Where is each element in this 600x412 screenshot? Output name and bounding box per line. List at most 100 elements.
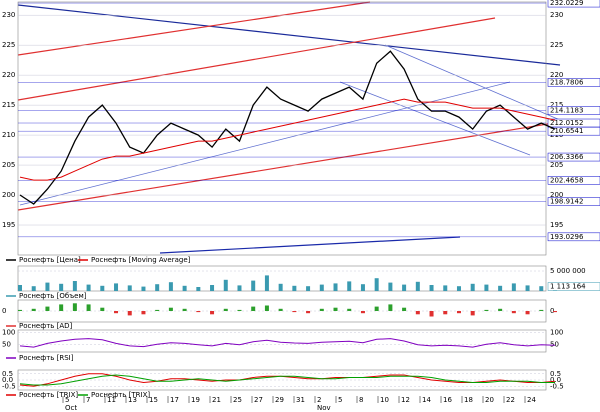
bar — [470, 311, 475, 316]
bar — [86, 284, 91, 291]
bar — [141, 311, 146, 315]
bar — [443, 285, 448, 291]
bar — [415, 311, 420, 315]
x-tick-label: 19 — [191, 396, 200, 404]
bar — [347, 308, 352, 311]
series-line — [19, 50, 556, 205]
bar — [196, 311, 201, 313]
y-tick-label: 210 — [2, 131, 15, 139]
legend-label: Роснефть [Цена] — [19, 256, 81, 264]
x-tick-label: 7 — [86, 396, 90, 404]
level-box — [547, 126, 600, 136]
bar — [484, 309, 489, 311]
x-tick-label: 20 — [485, 396, 494, 404]
bar — [45, 282, 50, 291]
bar — [278, 308, 283, 311]
y-tick-label: 195 — [2, 221, 15, 229]
bar — [155, 309, 160, 311]
x-tick-label: 10 — [380, 396, 389, 404]
bar — [525, 311, 530, 315]
bar — [333, 283, 338, 291]
bar — [31, 308, 36, 311]
bar — [539, 309, 544, 311]
x-tick-label: 12 — [401, 396, 410, 404]
bar — [100, 285, 105, 291]
y-tick-label: 220 — [550, 71, 563, 79]
bar — [100, 307, 105, 311]
bar — [72, 281, 77, 291]
bar — [223, 279, 228, 291]
level-box — [547, 78, 600, 87]
bar — [456, 311, 461, 314]
bar — [264, 275, 269, 291]
level-label: 198.9142 — [550, 198, 583, 206]
y-tick-label: 230 — [2, 11, 15, 19]
y-tick-label: 225 — [2, 41, 15, 49]
trend-lines — [17, 1, 561, 254]
bar — [553, 311, 557, 313]
level-label: 206.3366 — [550, 153, 584, 161]
level-box — [547, 176, 600, 185]
bar — [470, 283, 475, 291]
series-line — [19, 374, 555, 386]
level-box — [547, 0, 600, 8]
bar — [251, 280, 256, 291]
bar — [292, 285, 297, 291]
level-box — [547, 197, 600, 206]
bar — [31, 286, 36, 291]
x-tick-label: 15 — [149, 396, 158, 404]
panel-frame — [17, 329, 547, 353]
legend-label: Роснефть [TRIX] — [19, 391, 78, 399]
bar — [306, 286, 311, 291]
month-label: Nov — [317, 404, 331, 412]
trend-line — [17, 1, 371, 56]
x-tick-label: 18 — [464, 396, 473, 404]
bar — [278, 283, 283, 291]
y-tick-label: 225 — [550, 41, 563, 49]
x-tick-label: 27 — [254, 396, 263, 404]
y-tick-label: 195 — [550, 221, 563, 229]
bar — [223, 308, 228, 311]
bar — [498, 285, 503, 291]
level-label: 202.4658 — [550, 176, 583, 184]
x-tick-label: 17 — [170, 396, 179, 404]
bar — [347, 281, 352, 291]
y-tick-label: 50 — [2, 341, 11, 349]
bar — [237, 285, 242, 291]
bar — [59, 283, 64, 291]
bar — [388, 282, 393, 291]
level-box — [547, 106, 600, 115]
y-tick-label: 0 — [550, 307, 554, 315]
bar — [292, 311, 297, 313]
x-tick-label: 5 — [65, 396, 69, 404]
bar — [127, 285, 132, 291]
bar — [237, 309, 242, 311]
y-tick-label: 200 — [2, 191, 15, 199]
level-box — [547, 232, 600, 242]
x-tick-label: 16 — [443, 396, 452, 404]
y-tick-label: 205 — [2, 161, 15, 169]
y-tick-label: 0 — [2, 307, 6, 315]
x-tick-label: 25 — [233, 396, 242, 404]
bar — [525, 285, 530, 291]
x-tick-label: 11 — [107, 396, 116, 404]
last-value-label: 1 113 164 — [550, 283, 586, 291]
x-tick-label: 13 — [128, 396, 137, 404]
bar — [360, 311, 365, 314]
x-tick-label: 29 — [275, 396, 284, 404]
x-tick-label: 8 — [359, 396, 363, 404]
bar — [402, 307, 407, 311]
level-label: 218.7806 — [550, 78, 584, 86]
bar — [18, 309, 22, 311]
level-label: 193.0296 — [550, 233, 584, 241]
y-tick-label: 0.0 — [2, 376, 13, 384]
bar — [210, 311, 215, 315]
y-tick-label: -0.5 — [550, 382, 564, 390]
legend-label: Роснефть [AD] — [19, 322, 73, 330]
y-tick-label: 5 000 000 — [550, 267, 586, 275]
level-label: 212.0152 — [550, 119, 583, 127]
bar — [319, 284, 324, 291]
bar — [114, 311, 119, 314]
